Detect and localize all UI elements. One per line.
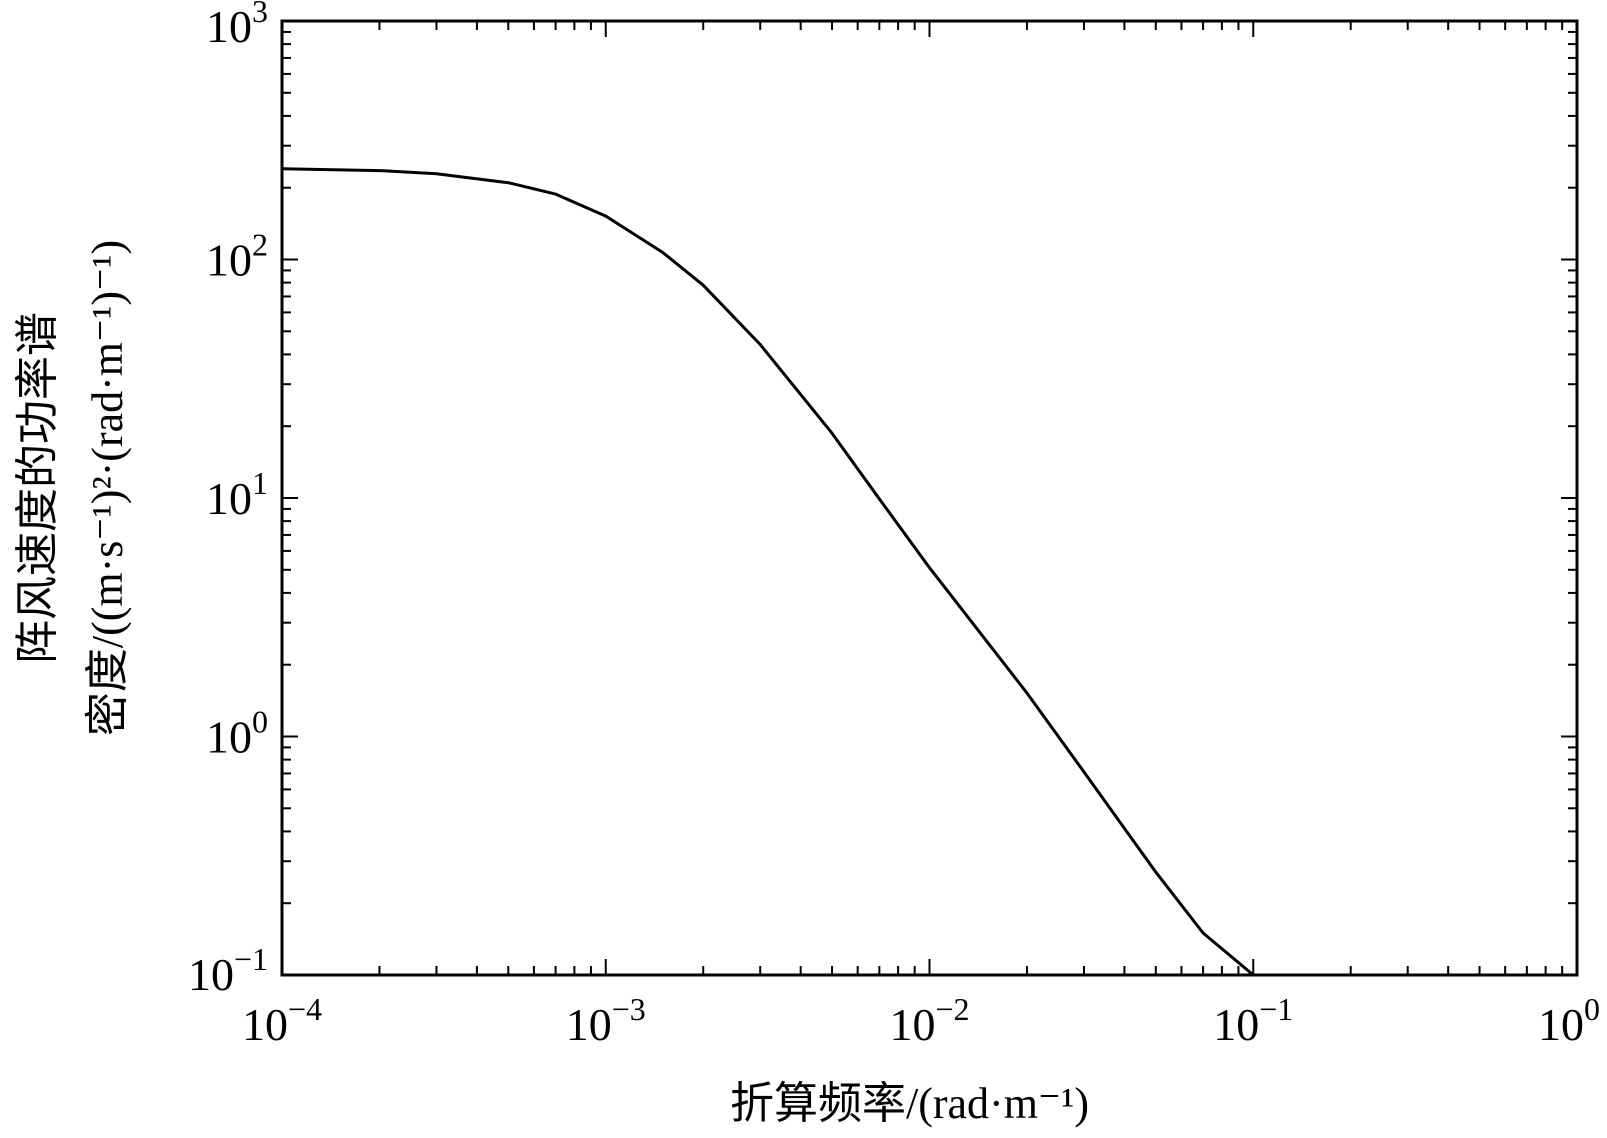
plot-frame: [280, 19, 1579, 977]
y-tick-label: 101: [206, 465, 268, 524]
x-tick-label: 10−1: [1213, 991, 1293, 1050]
x-tick-label: 10−2: [889, 991, 969, 1050]
series-line: [281, 167, 1255, 977]
series-layer: [281, 167, 1255, 977]
x-tick-label: 10−4: [242, 991, 322, 1050]
axis-ticks: [281, 21, 1578, 976]
x-axis-label: 折算频率/(rad·m⁻¹): [730, 1079, 1089, 1128]
y-axis-label-line1: 阵风速度的功率谱: [13, 312, 62, 664]
x-tick-label: 10−3: [566, 991, 646, 1050]
y-axis-label-line2: 密度/((m·s⁻¹)²·(rad·m⁻¹)⁻¹): [83, 240, 132, 736]
axis-tick-labels: 10−4 10−3 10−2 10−1 100 10−1 100 101 102 103: [188, 0, 1600, 1050]
y-tick-label: 10−1: [188, 941, 268, 1000]
x-tick-label: 100: [1538, 991, 1600, 1050]
y-tick-label: 100: [206, 704, 268, 763]
y-axis-label: 阵风速度的功率谱 密度/((m·s⁻¹)²·(rad·m⁻¹)⁻¹): [13, 240, 132, 736]
y-tick-label: 102: [206, 227, 268, 286]
y-tick-label: 103: [206, 0, 268, 52]
